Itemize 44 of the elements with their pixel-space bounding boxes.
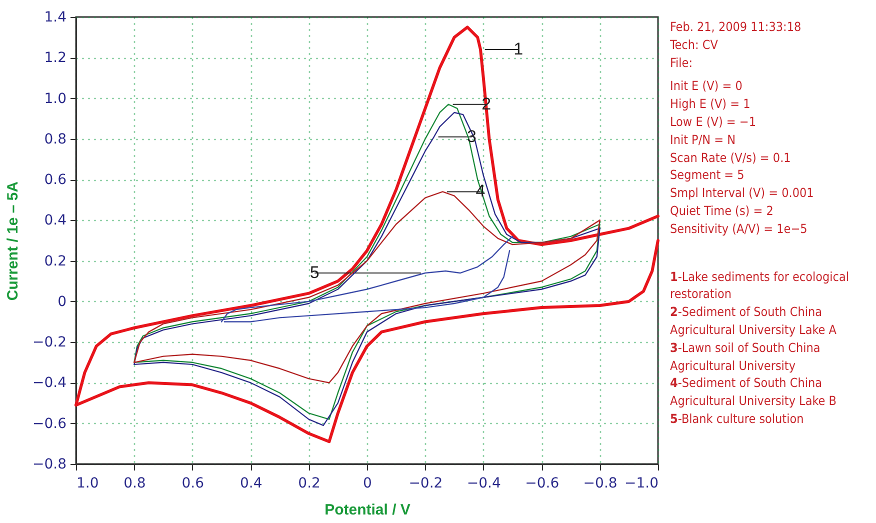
x-tick-label: 0.2 (298, 476, 320, 492)
text: 2-Sediment of South China Agricultural University Lake A (670, 303, 838, 339)
text: Sensitivity (A/V) = 1e−5 (670, 220, 808, 238)
x-tick-label: 1.0 (76, 476, 99, 492)
y-tick-label: −0.2 (32, 334, 66, 351)
text: 1-Lake sediments for ecological restoration (670, 268, 850, 304)
y-tick-label: 0.6 (44, 172, 67, 188)
y-tick-label: 1.0 (44, 90, 66, 107)
text: Quiet Time (s) = 2 (670, 202, 774, 220)
text: Init E (V) = 0 (670, 77, 744, 96)
x-tick-label: −0.4 (466, 476, 501, 492)
text: 4-Sediment of South China Agricultural University Lake B (670, 374, 838, 410)
annotation: 5 (310, 263, 320, 282)
x-tick-label: 0 (363, 476, 372, 492)
y-tick-label: 0.8 (44, 131, 66, 148)
y-tick-label: 1.4 (44, 10, 67, 26)
text: Scan Rate (V/s) = 0.1 (670, 148, 792, 166)
y-axis-title: Current / 1e – 5A (4, 181, 22, 301)
y-tick-label: 0.4 (44, 212, 67, 229)
text: 3-Lawn soil of South China Agricultural University (670, 338, 822, 374)
y-tick-label: −0.8 (32, 456, 66, 472)
text: Init P/N = N (670, 130, 737, 149)
text: Segment = 5 (670, 166, 746, 184)
text: Feb. 21, 2009 11:33:18 (670, 18, 802, 36)
x-tick-label: −0.6 (525, 476, 560, 492)
text: High E (V) = 1 (670, 95, 752, 113)
x-tick-label: −1.0 (624, 476, 658, 492)
x-axis-title: Potential / V (324, 502, 410, 518)
text: Smpl Interval (V) = 0.001 (670, 184, 815, 202)
y-tick-label: −0.6 (32, 416, 67, 432)
text: Tech: CV (670, 36, 719, 54)
x-tick-label: 0.4 (240, 476, 262, 492)
x-tick-label: 0.8 (124, 476, 146, 492)
y-tick-label: 1.2 (44, 50, 66, 66)
x-tick-label: −0.2 (408, 476, 443, 492)
y-tick-label: −0.4 (32, 375, 67, 392)
text: File: (670, 54, 694, 72)
annotation: 1 (514, 40, 524, 59)
y-tick-label: 0 (58, 294, 66, 310)
text: Low E (V) = −1 (670, 112, 757, 131)
text: 5-Blank culture solution (670, 410, 805, 428)
x-tick-label: 0.6 (182, 476, 204, 492)
x-tick-label: −0.8 (583, 476, 618, 492)
y-tick-label: 0.2 (44, 253, 66, 270)
